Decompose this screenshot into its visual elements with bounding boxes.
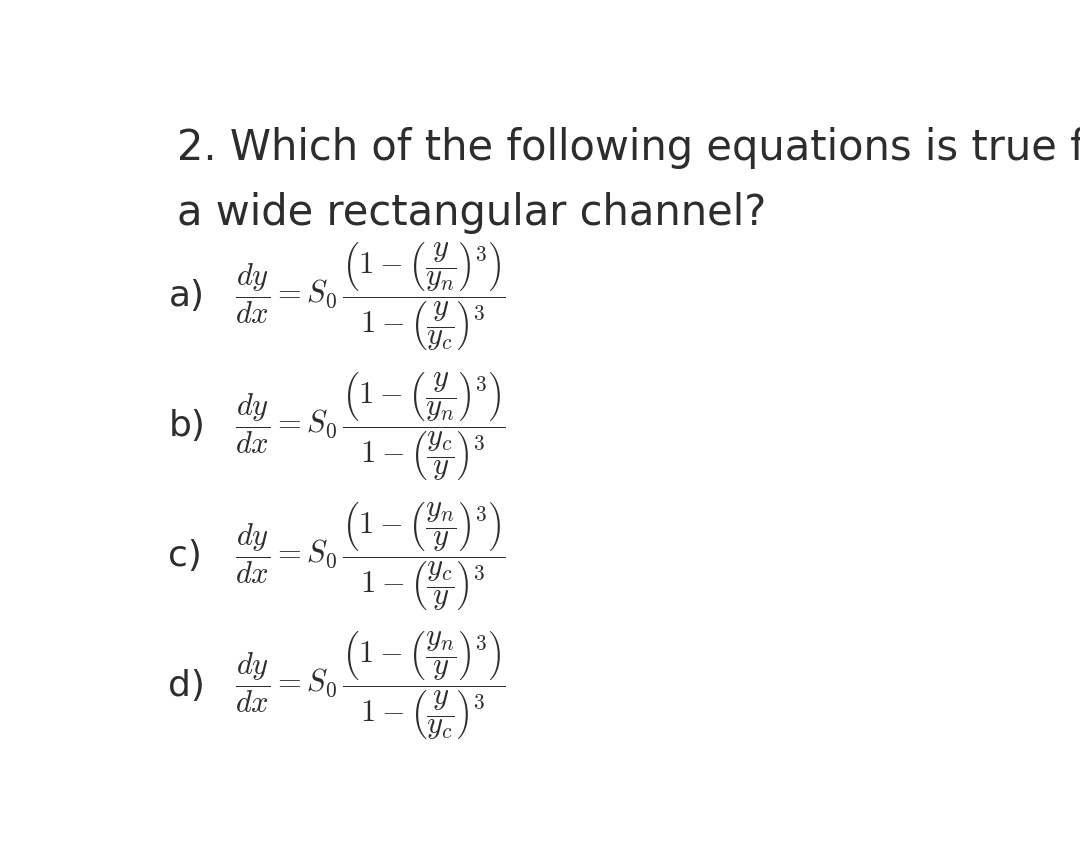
Text: $\dfrac{dy}{dx} = S_0\,\dfrac{\left(1-\left(\dfrac{y_n}{y}\right)^{3}\right)}{1-: $\dfrac{dy}{dx} = S_0\,\dfrac{\left(1-\l… <box>235 500 507 613</box>
Text: $\dfrac{dy}{dx} = S_0\,\dfrac{\left(1-\left(\dfrac{y_n}{y}\right)^{3}\right)}{1-: $\dfrac{dy}{dx} = S_0\,\dfrac{\left(1-\l… <box>235 630 507 743</box>
Text: $\dfrac{dy}{dx} = S_0\,\dfrac{\left(1-\left(\dfrac{y}{y_n}\right)^{3}\right)}{1-: $\dfrac{dy}{dx} = S_0\,\dfrac{\left(1-\l… <box>235 370 507 483</box>
Text: c): c) <box>168 539 202 573</box>
Text: a wide rectangular channel?: a wide rectangular channel? <box>177 192 766 235</box>
Text: $\dfrac{dy}{dx} = S_0\,\dfrac{\left(1-\left(\dfrac{y}{y_n}\right)^{3}\right)}{1-: $\dfrac{dy}{dx} = S_0\,\dfrac{\left(1-\l… <box>235 240 507 353</box>
Text: d): d) <box>168 669 205 703</box>
Text: 2. Which of the following equations is true for: 2. Which of the following equations is t… <box>177 127 1080 170</box>
Text: a): a) <box>168 279 204 313</box>
Text: b): b) <box>168 409 205 443</box>
